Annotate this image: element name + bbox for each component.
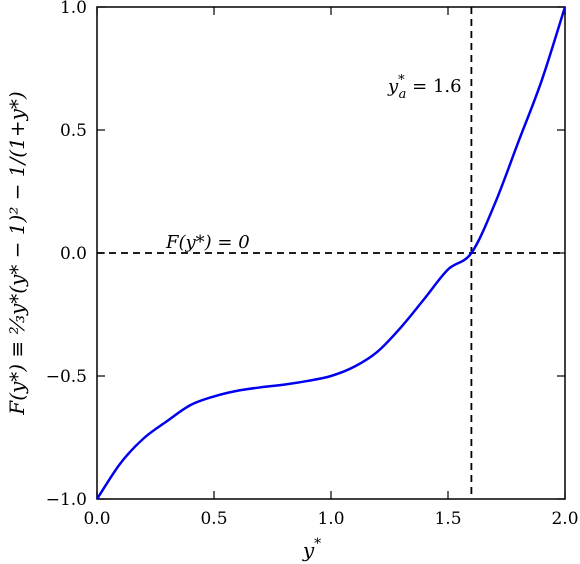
y-tick-label: 0.0 xyxy=(60,244,87,264)
y-tick-label: −1.0 xyxy=(46,490,87,510)
x-tick-label: 0.0 xyxy=(83,509,110,529)
reference-lines xyxy=(97,7,565,499)
y-axis-label: F(y*) ≡ ⅔y*(y* − 1)² − 1/(1+y*) xyxy=(5,91,29,415)
y-tick-label: 0.5 xyxy=(60,121,87,141)
hline-label: F(y*) = 0 xyxy=(165,232,250,253)
y-tick-label: 1.0 xyxy=(60,0,87,18)
x-tick-label: 2.0 xyxy=(551,509,578,529)
x-tick-label: 0.5 xyxy=(200,509,227,529)
vline-label: y* a = 1.6 xyxy=(387,73,462,102)
y-tick-label: −0.5 xyxy=(46,367,87,387)
x-tick-label: 1.0 xyxy=(317,509,344,529)
x-axis-label: y* xyxy=(302,536,321,562)
x-tick-label: 1.5 xyxy=(434,509,461,529)
series-line xyxy=(95,6,567,500)
ticks-group: 0.0 0.5 1.0 1.5 2.0 −1.0 −0.5 0.0 0.5 1.0 xyxy=(46,0,579,529)
